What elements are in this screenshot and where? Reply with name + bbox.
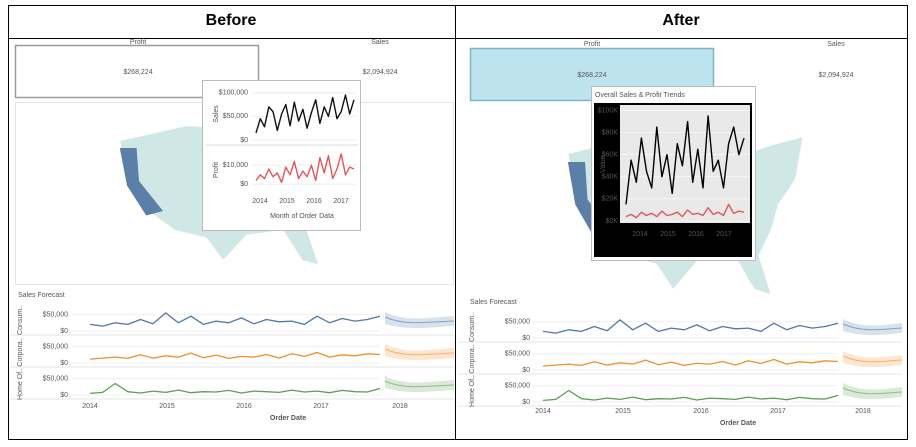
row-label: Corpora.. [469,344,476,373]
y-axis-label: Value [600,155,607,172]
map-state-dark [119,148,163,216]
y-tick-label: $10,000 [223,162,248,169]
plot-area [620,105,750,223]
row-label: Corpora.. [17,337,24,366]
x-tick-label: 2017 [716,231,732,238]
x-tick-label: 2016 [306,198,322,205]
kpi-value: $268,224 [123,69,152,76]
x-axis-label: Month of Order Data [270,213,334,220]
header-before: Before [206,12,257,29]
y-tick-label: $50,000 [223,113,248,120]
kpi-value: $2,094,924 [362,69,397,76]
y-tick-label: $0 [60,328,68,335]
line [89,351,381,360]
x-tick-label: 2015 [615,408,631,415]
y-tick-label: $50,000 [43,375,68,382]
after-panel: Profit $268,224 Sales $2,094,924 Overall Sal… [458,41,903,427]
forecast-line [842,323,903,331]
y-tick-label: $100,000 [219,90,248,97]
x-axis-label: Order Date [270,415,306,422]
x-tick-label: 2017 [770,408,786,415]
line [542,319,839,334]
y-tick-label: $0 [60,392,68,399]
section-title: Sales Forecast [470,299,517,306]
y-tick-label: $0 [240,181,248,188]
row-label: Home Of.. [17,368,24,400]
line [542,389,839,402]
forecast-line [842,355,903,363]
forecast-line [384,316,455,324]
x-tick-label: 2015 [660,231,676,238]
y-axis-label: Profit [213,162,220,178]
x-tick-label: 2016 [236,403,252,410]
x-tick-label: 2015 [279,198,295,205]
line [625,115,745,205]
y-tick-label: $20K [602,196,619,203]
x-tick-label: 2014 [82,403,98,410]
forecast-band [385,376,454,392]
y-tick-label: $0 [60,360,68,367]
forecast-band [843,383,902,399]
tooltip-title: Overall Sales & Profit Trends [595,92,685,99]
section-title: Sales Forecast [18,292,65,299]
y-tick-label: $50,000 [505,318,530,325]
y-tick-label: $40K [602,174,619,181]
y-tick-label: $60K [602,152,619,159]
forecast-line [384,380,455,388]
y-tick-label: $80K [602,129,619,136]
y-axis-label: Sales [213,105,220,123]
line [255,153,355,184]
kpi-value: $268,224 [577,72,606,79]
y-tick-label: $0 [522,367,530,374]
kpi-label: Sales [827,41,845,48]
kpi-label: Sales [371,39,389,46]
y-tick-label: $100K [598,107,619,114]
y-tick-label: $50,000 [505,350,530,357]
x-tick-label: 2014 [535,408,551,415]
line [255,94,355,134]
x-tick-label: 2018 [392,403,408,410]
y-tick-label: $50,000 [43,343,68,350]
line [89,382,381,395]
forecast-band [843,319,902,335]
x-tick-label: 2017 [333,198,349,205]
forecast-band [385,344,454,360]
header-after: After [662,12,699,29]
row-label: Consum.. [469,312,476,342]
x-tick-label: 2014 [252,198,268,205]
x-tick-label: 2015 [159,403,175,410]
line [542,358,839,367]
x-tick-label: 2016 [693,408,709,415]
before-panel: Profit $268,224 Sales $2,094,924 Sales $0 $50,… [10,39,455,422]
forecast-line [842,387,903,395]
tooltip [202,80,361,231]
y-tick-label: $50,000 [505,382,530,389]
y-tick-label: $0 [522,335,530,342]
row-label: Home Of.. [469,375,476,407]
y-tick-label: $0 [240,137,248,144]
forecast-line [384,348,455,356]
forecast-band [843,351,902,367]
x-tick-label: 2018 [855,408,871,415]
forecast-band [385,312,454,328]
row-label: Consum.. [17,305,24,335]
kpi-label: Profit [584,41,600,48]
kpi-label: Profit [130,39,146,46]
kpi-value: $2,094,924 [818,72,853,79]
y-tick-label: $0 [522,399,530,406]
x-tick-label: 2014 [632,231,648,238]
x-tick-label: 2017 [313,403,329,410]
x-tick-label: 2016 [688,231,704,238]
x-axis-label: Order Date [720,420,756,427]
line [625,203,745,219]
y-tick-label: $50,000 [43,311,68,318]
line [89,312,381,327]
y-tick-label: $0K [606,218,619,225]
